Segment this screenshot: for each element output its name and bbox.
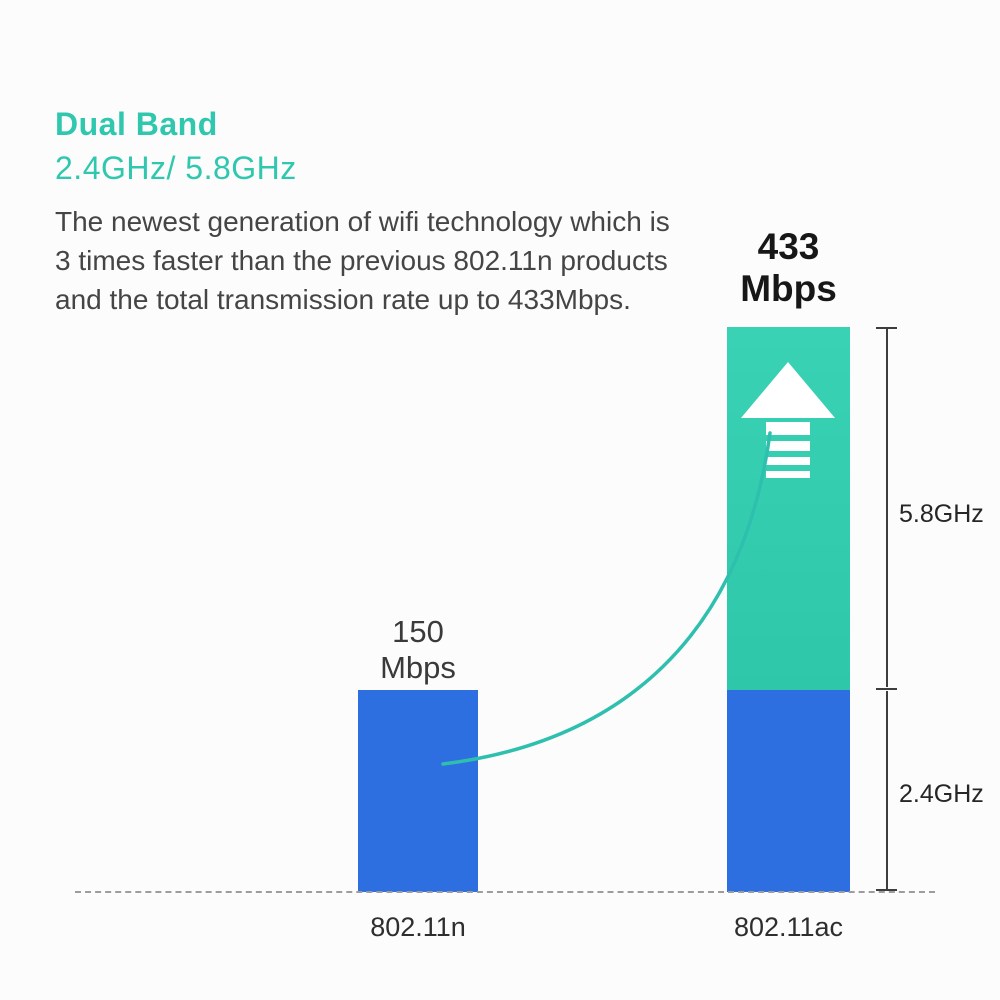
bracket-tick-middle <box>876 688 897 690</box>
bracket-tick-bottom <box>876 889 897 891</box>
value-433-number: 433 <box>757 226 820 267</box>
value-label-433mbps: 433 Mbps <box>717 226 860 310</box>
band-label-5-8ghz: 5.8GHz <box>899 500 984 528</box>
speed-up-arrow-icon <box>736 360 840 490</box>
value-433-unit: Mbps <box>740 268 837 309</box>
description-text: The newest generation of wifi technology… <box>55 206 670 315</box>
band-label-2-4ghz: 2.4GHz <box>899 780 984 808</box>
bracket-tick-top <box>876 327 897 329</box>
bracket-5-8ghz <box>886 328 888 687</box>
value-150-number: 150 <box>392 614 444 649</box>
x-label-802-11ac: 802.11ac <box>733 912 844 942</box>
bar-802-11n <box>358 690 478 892</box>
bracket-2-4ghz <box>886 691 888 890</box>
axis-baseline <box>75 891 935 893</box>
x-label-802-11n: 802.11n <box>370 912 466 942</box>
value-label-150mbps: 150 Mbps <box>358 614 478 686</box>
page-subtitle: 2.4GHz/ 5.8GHz <box>55 150 297 186</box>
bar-segment-2-4ghz <box>727 690 850 892</box>
page-title: Dual Band <box>55 106 218 142</box>
value-150-unit: Mbps <box>380 650 456 685</box>
